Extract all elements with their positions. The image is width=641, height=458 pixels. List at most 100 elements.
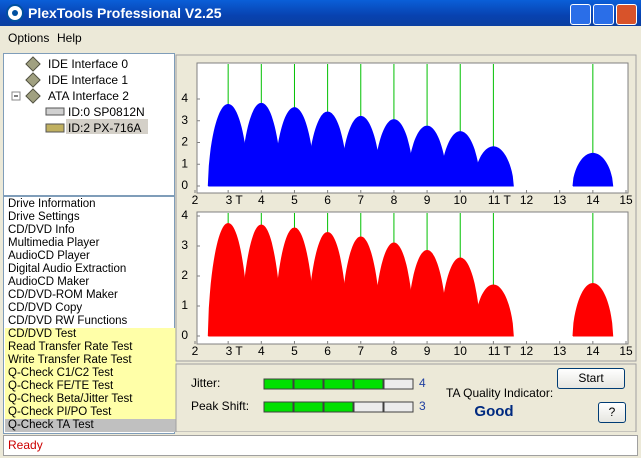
x-tick-label: 15 <box>619 193 633 207</box>
tree-node[interactable]: IDE Interface 1 <box>48 73 129 87</box>
meter-segment-on <box>263 401 294 413</box>
meter-value: 4 <box>419 376 426 390</box>
x-tick-label: 10 <box>454 344 468 358</box>
nav-item[interactable]: CD/DVD Test <box>5 328 176 341</box>
x-tick-label: 3 T <box>226 344 244 358</box>
x-tick-label: 3 T <box>226 193 244 207</box>
app-icon <box>6 4 24 22</box>
x-tick-label: 12 <box>520 344 534 358</box>
x-tick-label: 4 <box>258 193 265 207</box>
meter-segment-off <box>383 378 414 390</box>
nav-item[interactable]: CD/DVD Info <box>8 224 75 236</box>
nav-item[interactable]: Q-Check Beta/Jitter Test <box>5 393 176 406</box>
x-tick-label: 10 <box>454 193 468 207</box>
x-tick-label: 12 <box>520 193 534 207</box>
y-tick-label: 3 <box>181 113 188 127</box>
nav-item[interactable]: Q-Check FE/TE Test <box>5 380 176 393</box>
nav-item[interactable]: Read Transfer Rate Test <box>5 341 176 354</box>
tree-icons <box>11 56 148 134</box>
distribution-hump <box>274 227 315 337</box>
nav-item[interactable]: Write Transfer Rate Test <box>5 354 176 367</box>
nav-item[interactable]: Q-Check TA Test <box>5 419 176 432</box>
y-tick-label: 4 <box>181 208 188 222</box>
maximize-button[interactable] <box>593 4 614 25</box>
status-bar: Ready <box>3 435 638 456</box>
meter-segment-on <box>263 378 294 390</box>
meter-segment-on <box>293 401 324 413</box>
x-tick-label: 13 <box>553 344 567 358</box>
x-tick-label: 7 <box>357 344 364 358</box>
distribution-hump <box>307 111 349 187</box>
x-tick-label: 14 <box>586 193 600 207</box>
y-tick-label: 0 <box>181 328 188 342</box>
x-tick-label: 8 <box>391 344 398 358</box>
start-button[interactable]: Start <box>557 368 625 389</box>
meter-segment-on <box>323 401 354 413</box>
title-bar: PlexTools Professional V2.25 <box>0 0 641 26</box>
distribution-hump <box>439 131 481 187</box>
nav-item[interactable]: AudioCD Maker <box>8 276 90 288</box>
x-tick-label: 5 <box>291 344 298 358</box>
distribution-hump <box>373 242 415 337</box>
distribution-hump <box>207 103 249 187</box>
x-tick-label: 2 <box>192 193 199 207</box>
tree-node[interactable]: ATA Interface 2 <box>48 89 129 103</box>
tree-node[interactable]: IDE Interface 0 <box>48 57 129 71</box>
distribution-hump <box>406 249 448 337</box>
nav-item[interactable]: Q-Check PI/PO Test <box>5 406 176 419</box>
x-tick-label: 14 <box>586 344 600 358</box>
tree-node[interactable]: ID:0 SP0812N <box>68 105 145 119</box>
nav-item[interactable]: CD/DVD RW Functions <box>8 315 128 327</box>
x-tick-label: 5 <box>291 193 298 207</box>
x-tick-label: 11 T <box>488 344 512 358</box>
distribution-hump <box>572 282 614 337</box>
tree-node[interactable]: ID:2 PX-716A <box>68 121 142 135</box>
x-tick-label: 8 <box>391 193 398 207</box>
x-tick-label: 6 <box>324 193 331 207</box>
distribution-hump <box>340 236 382 337</box>
y-tick-label: 2 <box>181 135 188 149</box>
nav-item[interactable]: Q-Check C1/C2 Test <box>5 367 176 380</box>
meter-label: Jitter: <box>191 376 220 390</box>
minimize-button[interactable] <box>570 4 591 25</box>
nav-item[interactable]: Digital Audio Extraction <box>8 263 127 275</box>
distribution-hump <box>373 119 415 187</box>
distribution-hump <box>572 152 614 187</box>
distribution-hump <box>340 115 382 187</box>
x-tick-label: 9 <box>424 193 431 207</box>
quality-value: Good <box>474 403 513 420</box>
nav-item[interactable]: Drive Settings <box>8 211 80 223</box>
x-tick-label: 13 <box>553 193 567 207</box>
nav-item[interactable]: AudioCD Player <box>8 250 90 262</box>
distribution-hump <box>274 107 315 187</box>
x-tick-label: 15 <box>619 344 633 358</box>
meter-label: Peak Shift: <box>191 399 249 413</box>
nav-item[interactable]: CD/DVD-ROM Maker <box>8 289 118 301</box>
distribution-hump <box>307 231 349 337</box>
y-tick-label: 1 <box>181 156 188 170</box>
window-title: PlexTools Professional V2.25 <box>28 5 222 21</box>
quality-label: TA Quality Indicator: <box>446 386 553 400</box>
y-tick-label: 1 <box>181 298 188 312</box>
meter-segment-on <box>323 378 354 390</box>
x-tick-label: 7 <box>357 193 364 207</box>
nav-item[interactable]: Drive Information <box>8 198 96 210</box>
x-tick-label: 2 <box>192 344 199 358</box>
y-tick-label: 0 <box>181 178 188 192</box>
nav-item[interactable]: Multimedia Player <box>8 237 100 249</box>
meter-segment-off <box>353 401 384 413</box>
meter-segment-on <box>353 378 384 390</box>
close-button[interactable] <box>616 4 637 25</box>
x-tick-label: 6 <box>324 344 331 358</box>
distribution-hump <box>439 257 481 337</box>
help-button[interactable]: ? <box>598 402 626 423</box>
nav-item[interactable]: CD/DVD Copy <box>8 302 83 314</box>
x-tick-label: 11 T <box>488 193 512 207</box>
y-tick-label: 4 <box>181 91 188 105</box>
menu-item[interactable]: Options <box>8 31 50 45</box>
distribution-hump <box>406 125 448 187</box>
menu-item[interactable]: Help <box>57 31 82 45</box>
status-text: Ready <box>8 438 43 452</box>
